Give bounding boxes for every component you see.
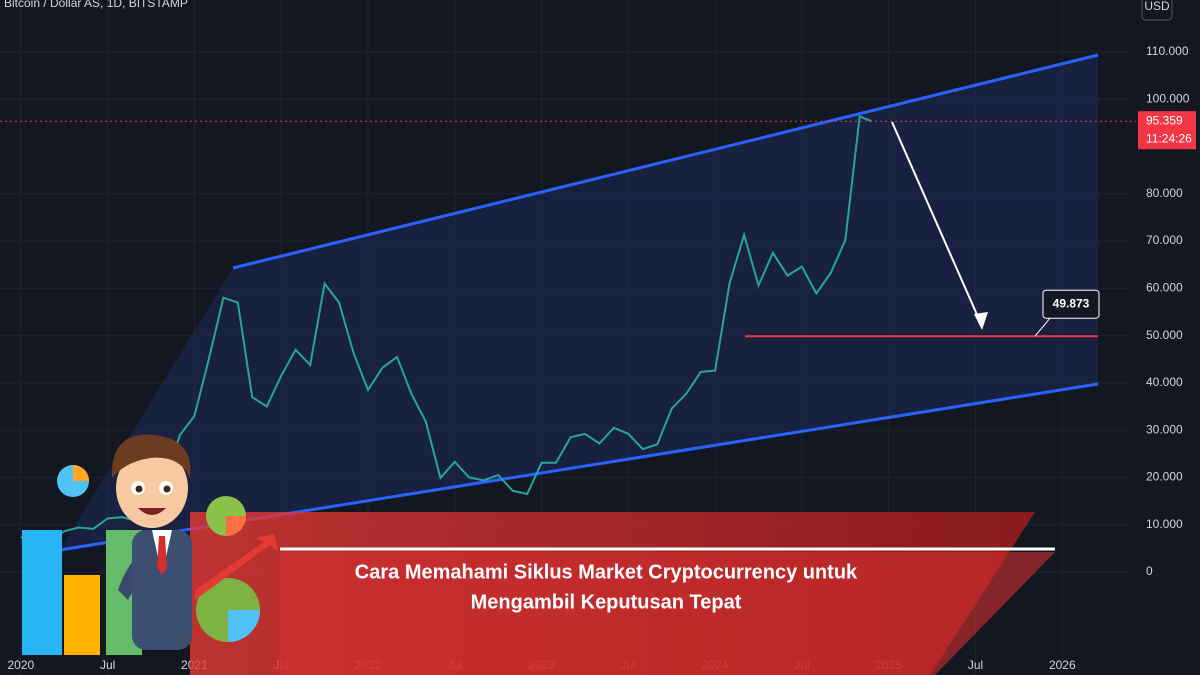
y-tick-label: 70.000 — [1146, 233, 1183, 247]
figure-body — [132, 530, 192, 650]
x-tick-label: 2026 — [1049, 658, 1076, 672]
y-tick-label: 110.000 — [1146, 44, 1189, 58]
y-tick-label: 60.000 — [1146, 281, 1183, 295]
last-price-label: 95.359 — [1146, 113, 1183, 127]
icon-pie-slice — [226, 516, 246, 536]
figure-tie — [157, 536, 167, 575]
icon-bar — [64, 575, 100, 655]
icon-pie-slice — [228, 610, 260, 642]
figure-pupil — [163, 485, 171, 493]
channel-fill — [60, 55, 1098, 550]
headline: Cara Memahami Siklus Market Cryptocurren… — [355, 561, 858, 583]
figure-pupil — [135, 485, 143, 493]
x-tick-label: 2020 — [7, 658, 34, 672]
figure-hair — [111, 434, 191, 478]
callout-pointer — [1034, 317, 1051, 337]
y-tick-label: 50.000 — [1146, 328, 1183, 342]
y-tick-label: 80.000 — [1146, 186, 1183, 200]
y-tick-label: 10.000 — [1146, 517, 1183, 531]
headline: Mengambil Keputusan Tepat — [471, 591, 742, 613]
illustration — [22, 434, 278, 655]
channel-upper — [232, 53, 1099, 270]
figure-mouth — [138, 508, 166, 515]
y-tick-label: 100.000 — [1146, 91, 1190, 105]
countdown: 11:24:26 — [1146, 131, 1192, 145]
callout-box — [1042, 289, 1100, 319]
y-tick-label: 40.000 — [1146, 375, 1183, 389]
arrow — [891, 121, 983, 327]
last-price-tag — [1138, 111, 1196, 150]
y-tick-label: 20.000 — [1146, 470, 1183, 484]
icon-arrow — [195, 534, 278, 600]
currency-box — [1141, 0, 1173, 21]
x-tick-label: Jul — [968, 658, 983, 672]
banner-front — [280, 552, 1055, 675]
symbol: Bitcoin / Dollar AS, 1D, BITSTAMP — [4, 0, 188, 10]
figure-head — [116, 448, 188, 528]
currency: USD — [1144, 0, 1170, 13]
icon-bar — [22, 530, 62, 655]
arrow-head — [974, 312, 988, 330]
icon-pie-slice — [73, 465, 89, 481]
x-tick-label: Jul — [100, 658, 115, 672]
callout-label: 49.873 — [1053, 296, 1090, 310]
y-tick-label: 0 — [1146, 564, 1153, 578]
y-tick-label: 30.000 — [1146, 422, 1183, 436]
